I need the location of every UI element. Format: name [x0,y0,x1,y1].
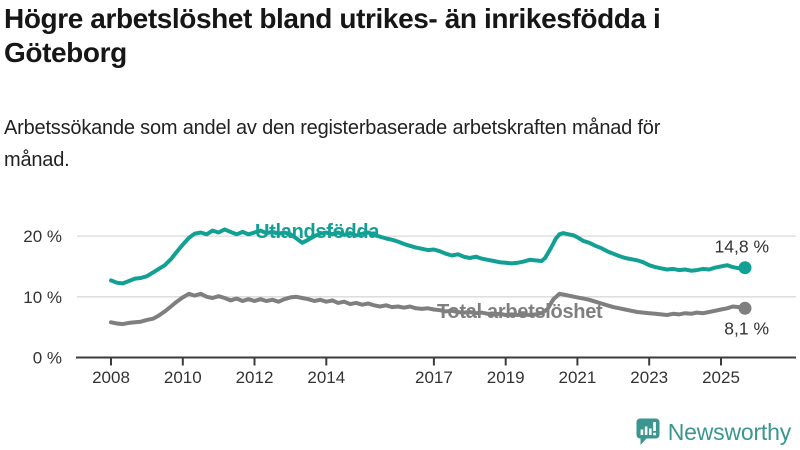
series-end-value-0: 14,8 % [715,237,769,257]
series-label-1: Total arbetslöshet [437,301,603,323]
x-tick-label-2023: 2023 [630,368,668,387]
series-end-dot-1 [738,301,752,315]
chart-header: Högre arbetslöshet bland utrikes- än inr… [4,2,788,176]
series-end-value-1: 8,1 % [724,318,769,338]
x-tick-label-2025: 2025 [702,368,740,387]
newsworthy-bubble-chart-icon [636,418,660,445]
chart-subtitle: Arbetssökande som andel av den registerb… [4,117,661,171]
series-line-1 [109,291,747,327]
series-end-dot-0 [738,261,752,275]
newsworthy-brand-name: Newsworthy [667,418,791,445]
x-tick-label-2010: 2010 [164,368,202,387]
x-tick-label-2019: 2019 [487,368,525,387]
y-tick-label-20: 20 % [23,227,62,246]
x-tick-label-2012: 2012 [236,368,274,387]
series-label-0: Utlandsfödda [255,221,380,243]
x-tick-label-2017: 2017 [415,368,453,387]
newsworthy-logo: Newsworthy [636,418,791,446]
x-tick-label-2008: 2008 [92,368,130,387]
y-tick-label-10: 10 % [23,288,62,307]
page-title: Högre arbetslöshet bland utrikes- än inr… [4,3,661,68]
y-tick-label-0: 0 % [33,349,62,368]
x-tick-label-2021: 2021 [558,368,596,387]
series-line-0 [109,227,747,286]
x-tick-label-2014: 2014 [307,368,345,387]
